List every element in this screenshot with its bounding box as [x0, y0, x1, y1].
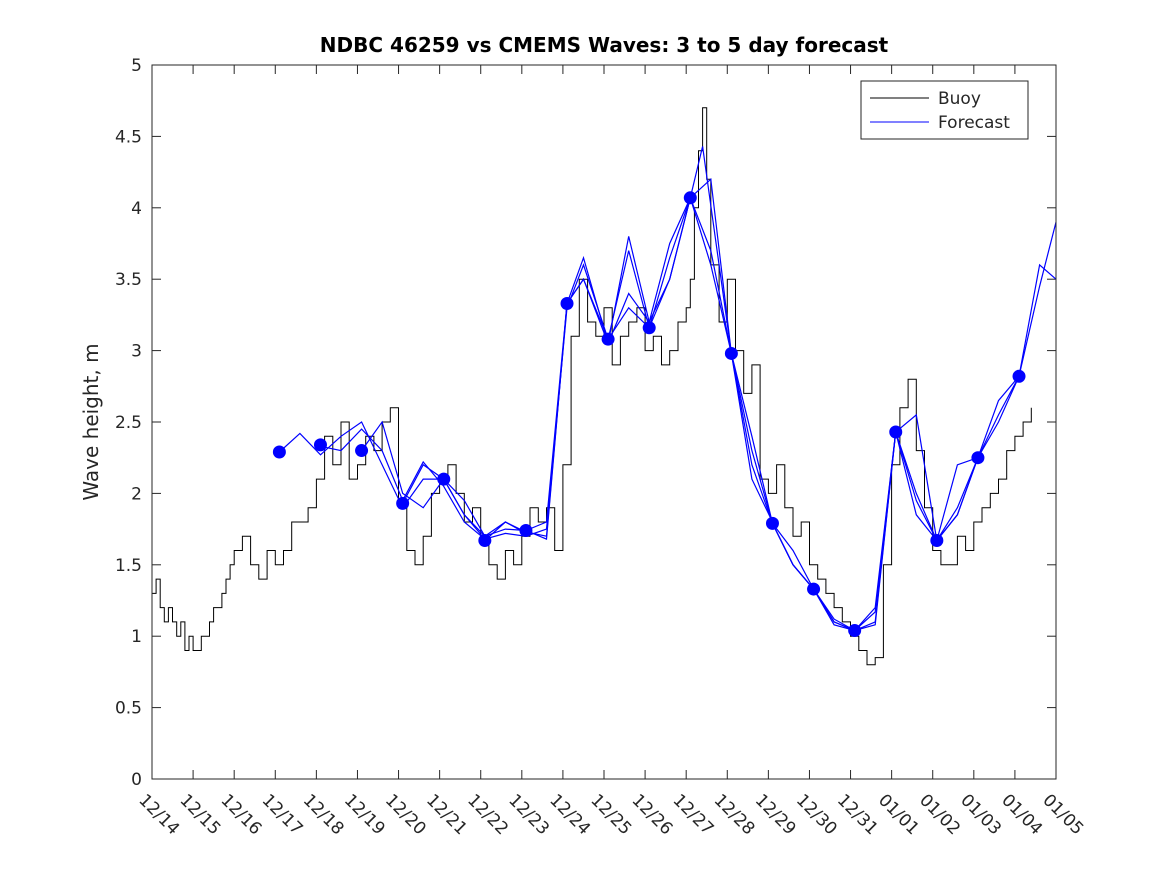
y-tick-label: 4.5: [115, 127, 142, 147]
forecast-marker: [971, 451, 985, 465]
forecast-marker: [519, 524, 533, 538]
x-tick-label: 12/18: [299, 790, 348, 839]
y-tick-label: 0: [131, 770, 142, 790]
x-tick-label: 12/26: [628, 790, 677, 839]
legend-box: [860, 80, 1029, 140]
forecast-marker: [807, 582, 821, 596]
x-tick-label: 12/23: [504, 790, 553, 839]
forecast-marker: [724, 346, 738, 360]
forecast-marker: [478, 534, 492, 548]
y-axis-label: Wave height, m: [79, 343, 103, 500]
forecast-marker: [765, 516, 779, 530]
x-tick-label: 12/25: [586, 790, 635, 839]
x-tick-label: 12/30: [792, 790, 841, 839]
forecast-marker: [1012, 369, 1026, 383]
y-tick-label: 3: [131, 342, 142, 362]
x-tick-label: 12/28: [710, 790, 759, 839]
forecast-marker: [272, 445, 286, 459]
y-tick-label: 0.5: [115, 699, 142, 719]
x-tick-label: 01/03: [956, 790, 1005, 839]
forecast-marker: [683, 191, 697, 205]
x-tick-label: 01/02: [915, 790, 964, 839]
y-tick-label: 1: [131, 627, 142, 647]
forecast-marker: [601, 332, 615, 346]
x-tick-label: 12/17: [258, 790, 307, 839]
x-tick-label: 12/15: [176, 790, 225, 839]
x-tick-label: 12/27: [669, 790, 718, 839]
y-tick-label: 5: [131, 56, 142, 76]
forecast-marker: [889, 425, 903, 439]
x-tick-label: 01/05: [1038, 790, 1087, 839]
legend: Buoy Forecast: [860, 80, 1029, 140]
x-tick-label: 12/24: [545, 790, 594, 839]
y-tick-label: 2.5: [115, 413, 142, 433]
y-tick-label: 1.5: [115, 556, 142, 576]
x-tick-label: 12/20: [381, 790, 430, 839]
plot-frame: [151, 64, 1057, 780]
buoy-line: [152, 107, 1032, 666]
legend-buoy-label: Buoy: [938, 89, 981, 109]
x-tick-label: 12/19: [340, 790, 389, 839]
x-tick-label: 01/01: [874, 790, 923, 839]
forecast-marker: [848, 623, 862, 637]
forecast-marker: [930, 534, 944, 548]
plot-background: [152, 65, 1056, 779]
forecast-marker: [355, 444, 369, 458]
x-tick-label: 01/04: [997, 790, 1046, 839]
forecast-marker: [313, 438, 327, 452]
chart-title: NDBC 46259 vs CMEMS Waves: 3 to 5 day fo…: [320, 33, 889, 57]
forecast-marker: [560, 296, 574, 310]
y-tick-label: 4: [131, 199, 142, 219]
x-tick-label: 12/22: [463, 790, 512, 839]
y-tick-label: 2: [131, 484, 142, 504]
series-layer: [152, 107, 1057, 666]
forecast-marker: [642, 321, 656, 335]
forecast-marker: [437, 472, 451, 486]
x-tick-label: 12/31: [833, 790, 882, 839]
y-tick-label: 3.5: [115, 270, 142, 290]
x-tick-label: 12/14: [134, 790, 183, 839]
legend-forecast-label: Forecast: [938, 113, 1010, 133]
x-tick-label: 12/29: [751, 790, 800, 839]
forecast-line: [278, 421, 444, 509]
x-tick-label: 12/16: [217, 790, 266, 839]
x-tick-label: 12/21: [422, 790, 471, 839]
forecast-marker: [396, 496, 410, 510]
forecast-line: [936, 221, 1057, 541]
